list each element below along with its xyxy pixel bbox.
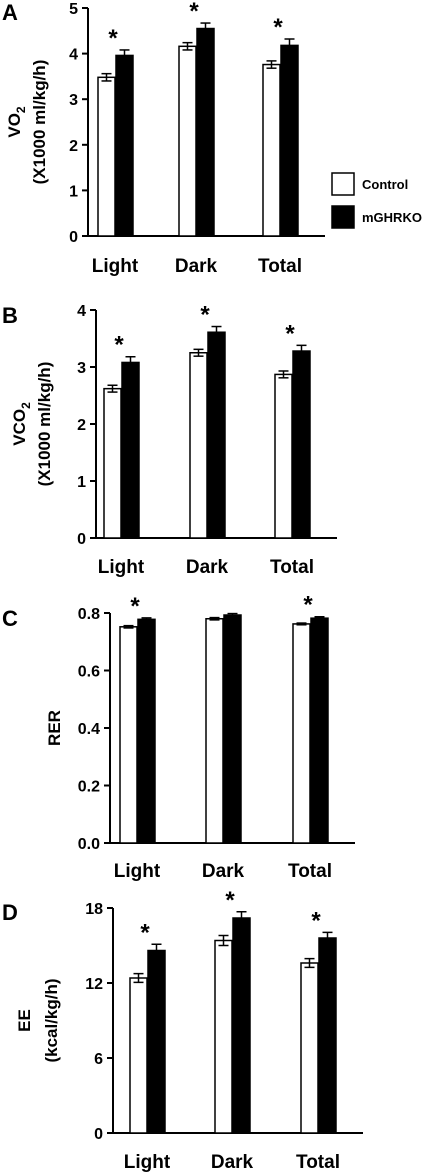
bar-mghrko-total	[280, 44, 299, 237]
y-tick-label: 0.8	[78, 606, 100, 623]
category-label-total: Total	[296, 1152, 340, 1172]
category-label-light: Light	[98, 557, 145, 578]
category-label-dark: Dark	[186, 557, 229, 578]
significance-star: *	[285, 320, 295, 347]
legend-swatch-control	[331, 172, 355, 196]
chart-panel-d: D 0 6 12 18 EE (kcal/kg/h) * Light * Dark * Total	[2, 887, 363, 1172]
y-tick-label: 0	[69, 229, 78, 246]
category-label-dark: Dark	[202, 861, 245, 882]
bar-control-total	[262, 63, 281, 237]
bar-mghrko-total	[318, 937, 337, 1134]
category-label-dark: Dark	[175, 256, 218, 277]
bar-control-light	[103, 387, 122, 539]
y-axis-label-units: (X1000 ml/kg/h)	[30, 60, 49, 185]
significance-star: *	[311, 907, 321, 934]
category-label-light: Light	[114, 861, 161, 882]
bar-control-dark	[189, 352, 208, 539]
y-axis-label-subscript: 2	[14, 106, 28, 113]
legend-label-mghrko: mGHRKO	[362, 210, 422, 225]
y-tick-label: 1	[69, 183, 78, 200]
y-tick-label: 18	[85, 901, 103, 918]
y-axis-label: VCO2	[10, 402, 33, 446]
y-tick-label: 4	[77, 303, 86, 320]
y-axis-label-main: VO	[5, 113, 24, 138]
bar-mghrko-dark	[207, 331, 226, 539]
category-label-light: Light	[124, 1152, 171, 1172]
y-axis-label-main: EE	[15, 1009, 34, 1032]
panel-letter: D	[2, 900, 18, 925]
category-label-dark: Dark	[211, 1152, 254, 1172]
bar-mghrko-light	[121, 361, 140, 539]
y-tick-label: 0	[77, 531, 86, 548]
bar-control-total	[292, 623, 311, 844]
y-axis-label: VO2	[5, 106, 28, 138]
bar-control-light	[119, 626, 138, 844]
bar-mghrko-dark	[223, 614, 242, 844]
significance-star: *	[225, 887, 235, 914]
y-tick-label: 5	[69, 1, 78, 18]
y-axis-label: RER	[45, 710, 64, 746]
category-label-light: Light	[92, 256, 139, 277]
bar-control-total	[274, 373, 293, 539]
bar-mghrko-dark	[232, 917, 251, 1134]
legend-swatch-mghrko	[331, 205, 355, 229]
y-axis-label-units: (X1000 ml/kg/h)	[35, 362, 54, 487]
significance-star: *	[114, 332, 124, 359]
panel-letter: A	[2, 0, 18, 25]
bar-mghrko-light	[137, 618, 156, 844]
significance-star: *	[140, 919, 150, 946]
bar-control-total	[300, 962, 319, 1134]
y-tick-label: 2	[69, 138, 78, 155]
significance-star: *	[189, 0, 199, 25]
bar-mghrko-dark	[196, 27, 215, 237]
y-axis-label-subscript: 2	[19, 402, 33, 409]
y-tick-label: 1	[77, 474, 86, 491]
significance-star: *	[303, 592, 313, 619]
y-tick-label: 2	[77, 417, 86, 434]
legend: Control mGHRKO	[331, 172, 422, 229]
category-label-total: Total	[258, 256, 302, 277]
significance-star: *	[273, 14, 283, 41]
bar-control-light	[97, 76, 116, 237]
bar-control-dark	[214, 939, 233, 1134]
y-tick-label: 0.4	[78, 721, 100, 738]
significance-star: *	[200, 302, 210, 329]
bar-mghrko-light	[115, 54, 134, 237]
y-tick-label: 4	[69, 47, 78, 64]
significance-star: *	[108, 25, 118, 52]
y-axis-label-main: RER	[45, 710, 64, 746]
y-tick-label: 0.0	[78, 836, 100, 853]
panel-letter: C	[2, 606, 18, 631]
category-label-total: Total	[288, 861, 332, 882]
chart-panel-c: C 0.0 0.2 0.4 0.6 0.8 RER * Light Dark * Total	[2, 592, 355, 882]
bar-mghrko-total	[310, 617, 329, 844]
category-label-total: Total	[270, 557, 314, 578]
legend-label-control: Control	[362, 177, 408, 192]
y-axis-label: EE	[15, 1009, 34, 1032]
bar-control-light	[129, 977, 148, 1134]
y-tick-label: 0	[94, 1126, 103, 1143]
significance-star: *	[130, 593, 140, 620]
bar-mghrko-total	[292, 350, 311, 539]
y-tick-label: 6	[94, 1051, 103, 1068]
y-tick-label: 12	[85, 976, 103, 993]
y-axis-label-main: VCO	[10, 409, 29, 446]
y-tick-label: 0.6	[78, 664, 100, 681]
bar-mghrko-light	[147, 949, 166, 1134]
y-tick-label: 3	[69, 92, 78, 109]
y-axis-label-units: (kcal/kg/h)	[42, 978, 61, 1062]
bar-control-dark	[205, 618, 224, 844]
y-tick-label: 3	[77, 360, 86, 377]
panel-letter: B	[2, 303, 18, 328]
y-tick-label: 0.2	[78, 779, 100, 796]
bar-control-dark	[178, 45, 197, 237]
